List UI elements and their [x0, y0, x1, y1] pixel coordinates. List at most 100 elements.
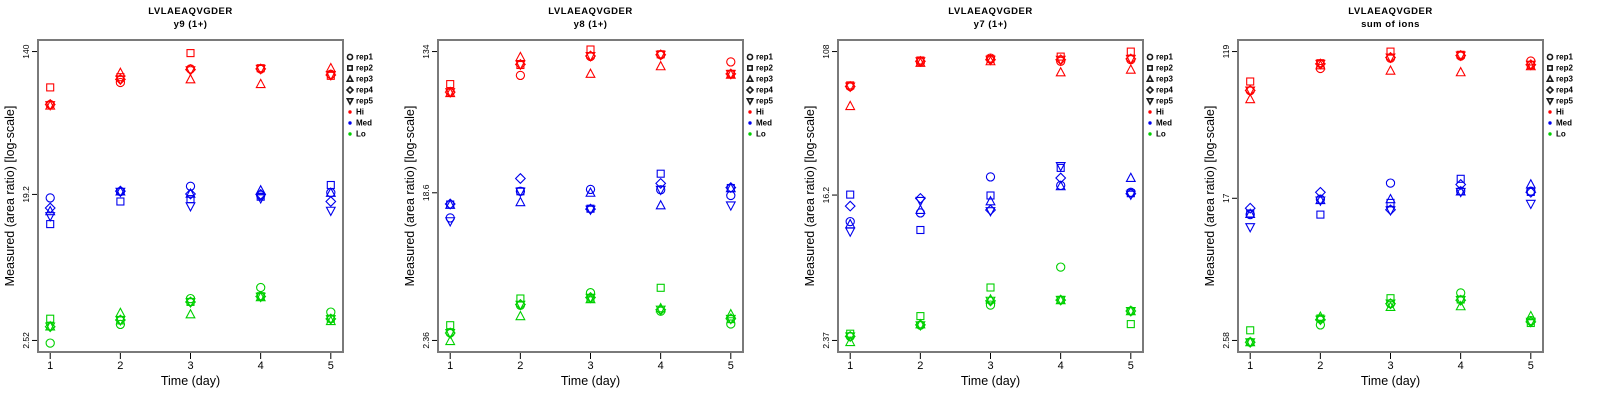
data-point	[1125, 306, 1137, 317]
x-tick-label: 4	[658, 360, 664, 372]
data-point	[1246, 326, 1255, 335]
x-tick-label: 4	[1458, 360, 1464, 372]
med-legend-dot	[1148, 121, 1152, 125]
data-point	[515, 187, 526, 198]
data-point	[844, 336, 856, 347]
scatter-plot-sum-of-ions: 2.58 17 119 1 2 3 4 5 rep1 rep2 rep3 rep4 rep5 Hi Med L…	[1221, 39, 1573, 372]
data-point	[1055, 66, 1066, 77]
legend-label-rep1: rep1	[1556, 53, 1573, 62]
data-point	[1055, 180, 1066, 191]
data-point	[1125, 190, 1137, 201]
data-point	[655, 199, 666, 210]
data-point	[44, 212, 56, 222]
data-point	[444, 335, 456, 346]
x-axis-label: Time (day)	[1360, 374, 1421, 388]
rep4-legend-symbol	[745, 85, 755, 95]
data-point	[1385, 206, 1396, 217]
data-point	[985, 207, 996, 217]
legend-label-rep3: rep3	[1556, 75, 1573, 84]
data-point	[915, 204, 926, 215]
data-point	[444, 328, 456, 339]
legend-label-rep4: rep4	[1156, 86, 1173, 95]
data-point	[585, 293, 596, 304]
data-point	[44, 320, 56, 331]
x-tick-label: 2	[1317, 360, 1323, 372]
data-point	[1244, 86, 1256, 97]
data-point	[1056, 262, 1066, 272]
y-tick-label: 134	[421, 44, 431, 58]
data-point	[585, 205, 596, 216]
legend-label-rep5: rep5	[756, 97, 773, 106]
rep4-legend-symbol	[1545, 85, 1555, 95]
data-point	[515, 310, 526, 321]
data-point	[725, 314, 737, 325]
data-point	[585, 68, 596, 78]
x-tick-label: 3	[987, 360, 993, 372]
data-point	[1455, 51, 1466, 62]
legend-label-Med: Med	[756, 119, 772, 128]
data-point	[845, 216, 855, 227]
legend-label-Hi: Hi	[1556, 108, 1564, 117]
plot-frame	[1237, 39, 1544, 353]
data-point	[325, 70, 337, 81]
data-point	[515, 196, 526, 207]
data-point	[655, 60, 666, 71]
data-point	[1385, 299, 1396, 310]
legend-label-Hi: Hi	[356, 108, 364, 117]
x-axis-label: Time (day)	[960, 374, 1021, 388]
data-point	[846, 190, 855, 199]
data-point	[1125, 63, 1137, 74]
legend-label-rep3: rep3	[1156, 75, 1173, 84]
y-tick-label: 17	[1221, 193, 1231, 203]
x-tick-label: 5	[728, 360, 734, 372]
legend-label-rep2: rep2	[1556, 64, 1573, 73]
data-point	[844, 200, 856, 212]
lo-legend-dot	[748, 132, 752, 136]
data-point	[656, 169, 665, 178]
lo-legend-dot	[348, 132, 352, 136]
rep3-legend-symbol	[1545, 74, 1555, 82]
data-point	[1055, 295, 1066, 306]
data-point	[1244, 223, 1256, 233]
chart-subtitle: y8 (1+)	[573, 19, 608, 30]
x-tick-label: 4	[1058, 360, 1064, 372]
data-point	[46, 83, 55, 92]
data-point	[115, 77, 126, 88]
data-point	[726, 319, 736, 329]
data-point	[514, 172, 526, 185]
data-point	[725, 201, 737, 212]
data-point	[115, 187, 126, 198]
rep4-legend-symbol	[1145, 85, 1155, 95]
data-point	[726, 57, 736, 67]
data-point	[1315, 315, 1326, 326]
y-tick-label: 18.6	[421, 184, 431, 201]
legend-label-rep3: rep3	[356, 75, 373, 84]
hi-legend-dot	[1148, 110, 1152, 114]
data-point	[184, 188, 197, 200]
rep2-legend-symbol	[1547, 65, 1553, 71]
plot-frame	[37, 39, 344, 353]
scatter-plot-y8: 2.36 18.6 134 1 2 3 4 5 rep1 rep2 rep3 rep4 rep5 Hi Me…	[421, 39, 773, 372]
rep1-legend-symbol	[346, 53, 354, 61]
data-point	[655, 177, 667, 189]
data-point	[1315, 59, 1326, 70]
med-legend-dot	[1548, 121, 1552, 125]
data-point	[115, 75, 126, 86]
chart-title: LVLAEAQVGDER	[548, 6, 633, 17]
data-point	[185, 308, 196, 319]
legend-label-rep5: rep5	[1156, 97, 1173, 106]
plot-frame	[437, 39, 744, 353]
data-point	[186, 49, 195, 58]
data-point	[1385, 193, 1396, 204]
data-point	[325, 206, 337, 217]
data-point	[725, 308, 737, 319]
chart-subtitle: y7 (1+)	[973, 19, 1008, 30]
data-point	[255, 188, 267, 200]
x-tick-label: 5	[328, 360, 334, 372]
data-point	[1125, 172, 1137, 183]
y-tick-label: 2.52	[21, 332, 31, 349]
data-point	[986, 283, 995, 292]
x-tick-label: 4	[258, 360, 264, 372]
chart-title: LVLAEAQVGDER	[1348, 6, 1433, 17]
x-tick-label: 2	[117, 360, 123, 372]
